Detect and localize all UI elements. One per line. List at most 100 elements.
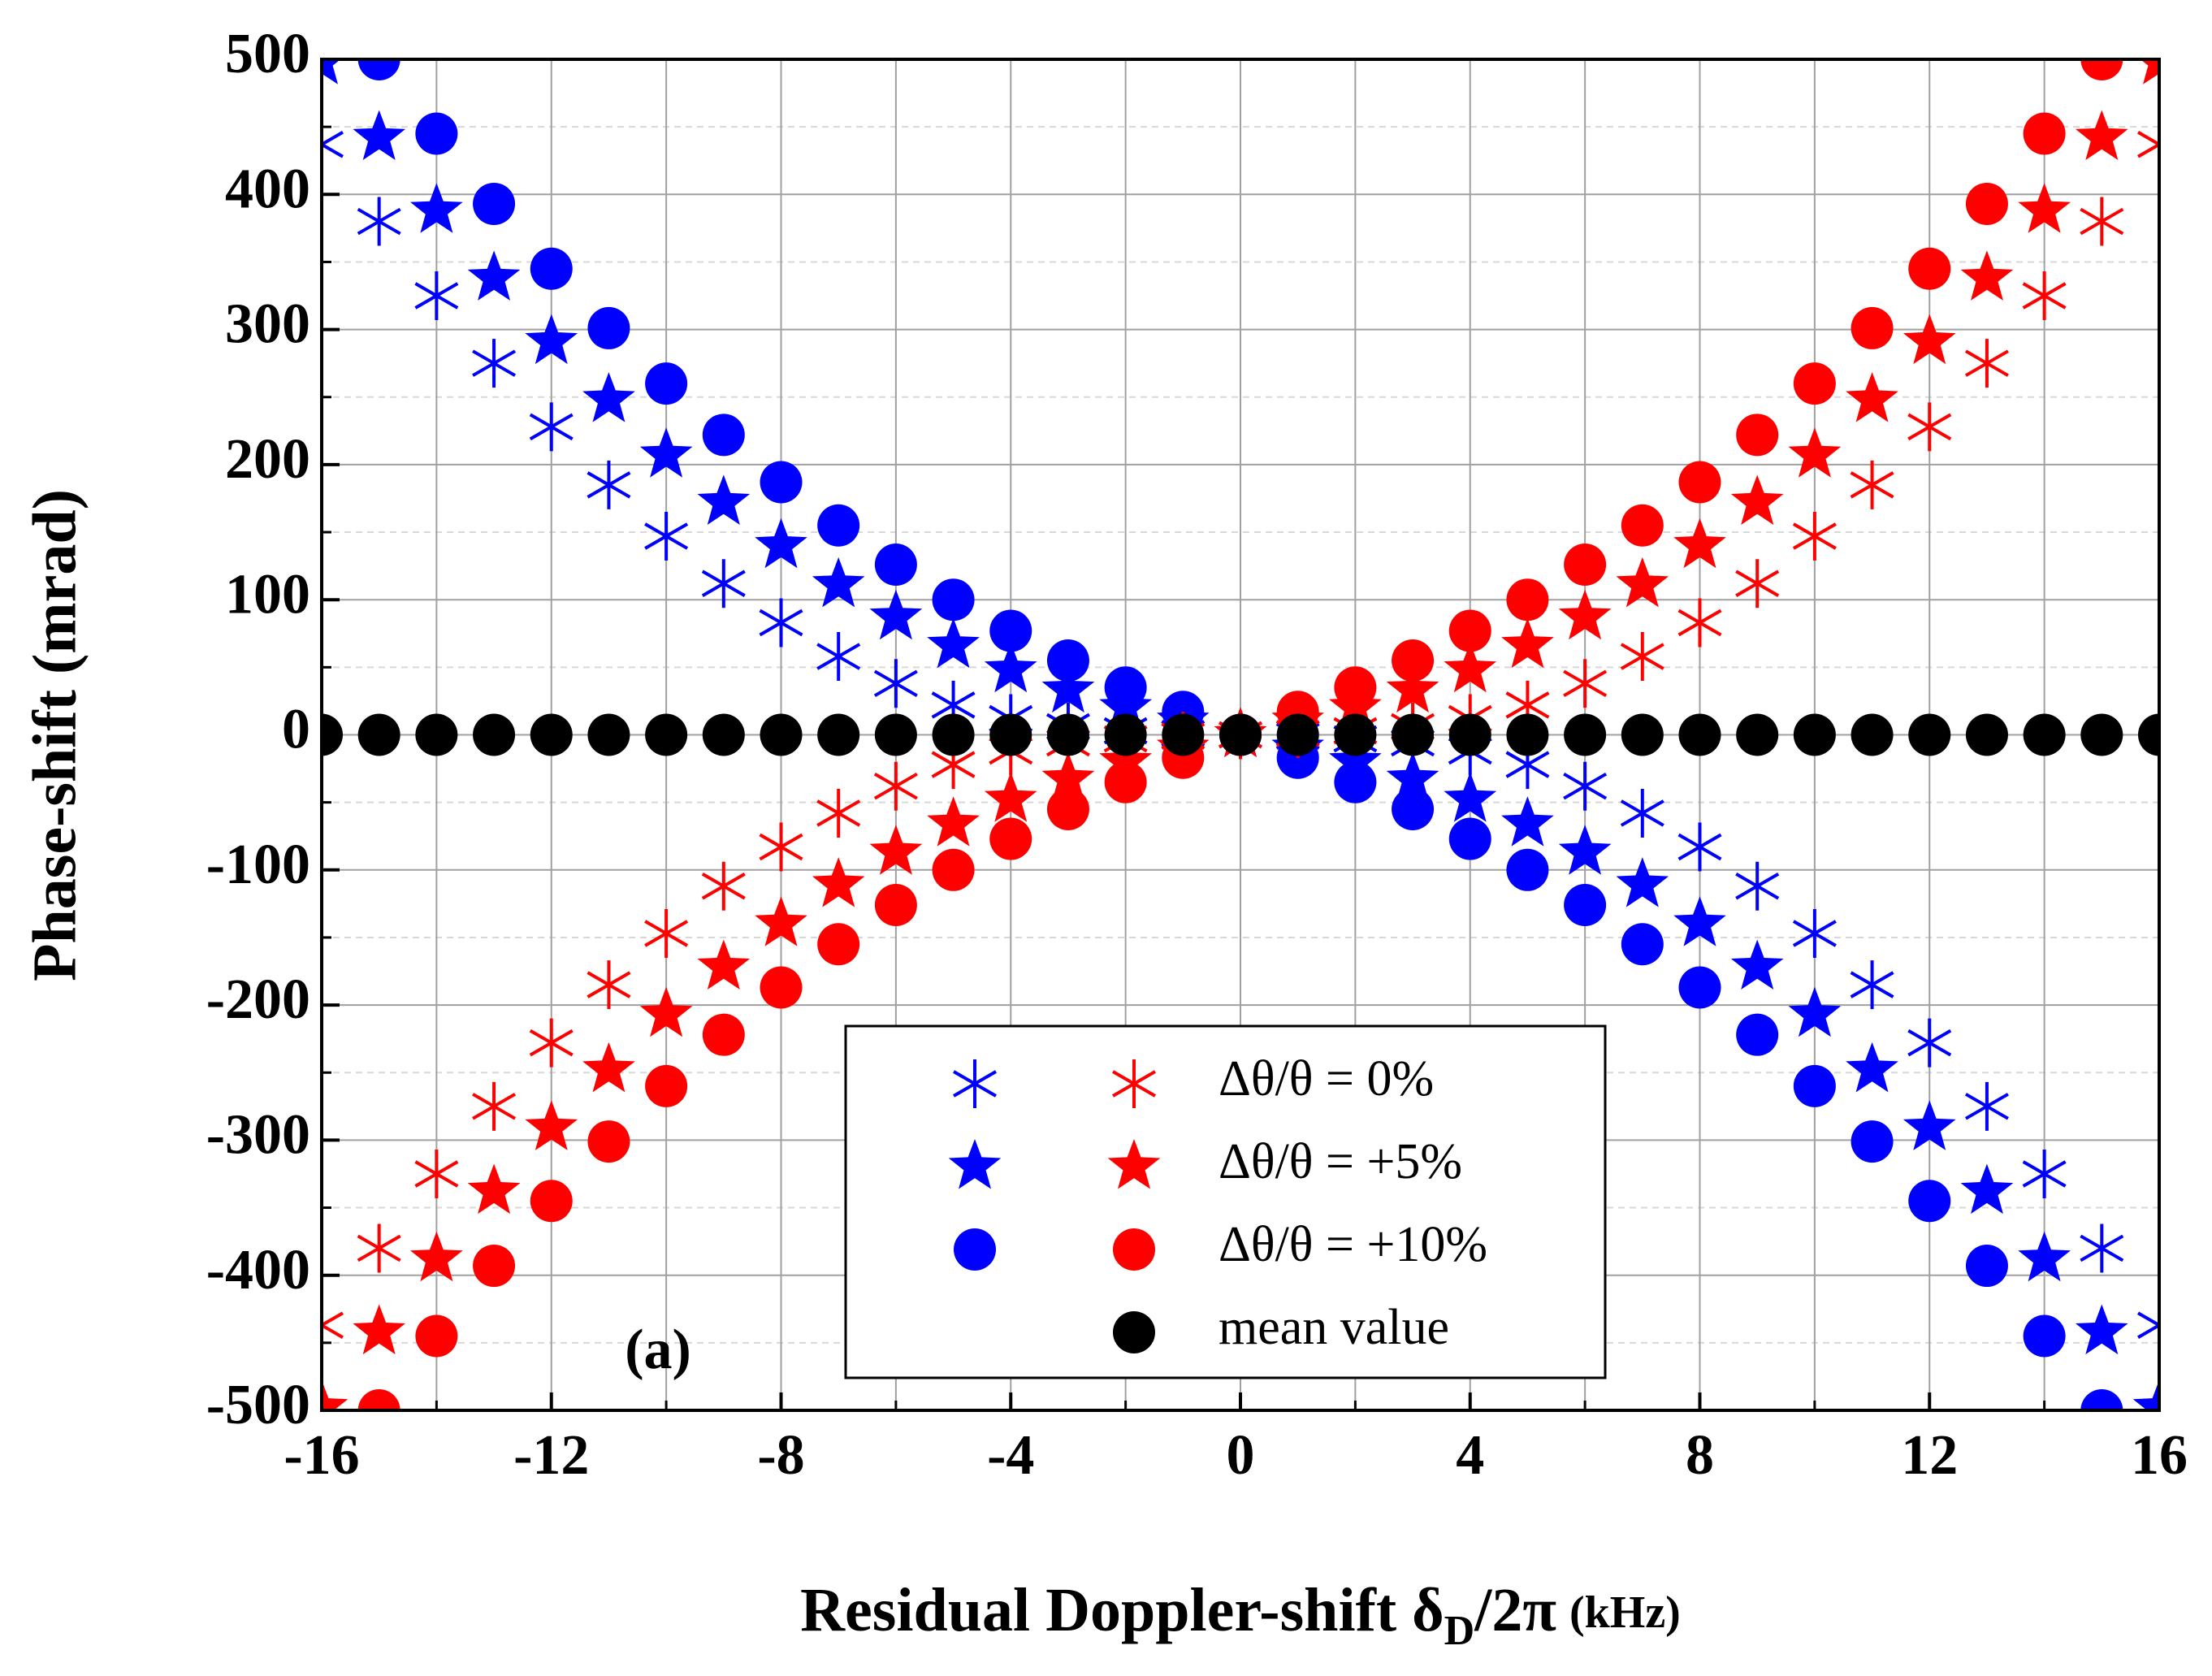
marker-star xyxy=(1041,662,1095,713)
marker-circle xyxy=(1334,760,1377,803)
marker-circle xyxy=(1678,966,1721,1009)
marker-circle xyxy=(1851,713,1894,756)
marker-circle xyxy=(1392,639,1435,682)
marker-circle xyxy=(989,609,1032,652)
marker-asterisk xyxy=(1907,402,1952,452)
marker-asterisk xyxy=(1850,460,1894,509)
marker-circle xyxy=(2080,1389,2123,1410)
marker-asterisk xyxy=(414,1149,459,1198)
marker-star xyxy=(1099,734,1152,785)
marker-circle xyxy=(1678,713,1721,756)
x-tick-label: -16 xyxy=(284,1424,359,1487)
marker-circle xyxy=(1334,666,1377,709)
marker-circle xyxy=(1448,713,1491,756)
marker-star xyxy=(2076,110,2128,160)
marker-asterisk xyxy=(1964,1081,2009,1131)
marker-circle xyxy=(1793,362,1836,405)
marker-asterisk xyxy=(414,271,459,321)
marker-star xyxy=(697,939,751,990)
y-tick-label: 300 xyxy=(225,293,310,356)
marker-asterisk xyxy=(873,659,918,708)
marker-asterisk xyxy=(587,960,631,1010)
marker-star xyxy=(1673,518,1726,569)
marker-asterisk xyxy=(1112,1059,1156,1108)
marker-star xyxy=(2140,59,2159,84)
marker-circle xyxy=(322,713,343,756)
legend-label: mean value xyxy=(1219,1300,1449,1355)
marker-circle xyxy=(473,713,516,756)
marker-circle xyxy=(357,1389,400,1410)
marker-star xyxy=(582,372,635,422)
marker-star xyxy=(869,825,923,875)
marker-star xyxy=(1444,642,1497,693)
marker-circle xyxy=(2023,1314,2066,1358)
marker-star xyxy=(1386,751,1439,802)
x-label-main: Residual Doppler-shift δ xyxy=(800,1576,1444,1644)
x-tick-label: 4 xyxy=(1456,1424,1484,1487)
marker-asterisk xyxy=(2022,1149,2067,1198)
marker-circle xyxy=(1793,713,1836,756)
marker-star xyxy=(1616,557,1669,608)
x-tick-label: 12 xyxy=(1901,1424,1958,1487)
marker-asterisk xyxy=(472,339,517,388)
marker-star xyxy=(869,589,923,640)
marker-star xyxy=(322,59,341,84)
marker-star xyxy=(1730,474,1784,525)
y-axis-label: Phase-shift (mrad) xyxy=(20,489,89,981)
plot-markers xyxy=(322,59,2159,1410)
marker-circle xyxy=(1046,787,1089,830)
marker-star xyxy=(1846,372,1898,422)
marker-circle xyxy=(587,1120,630,1163)
marker-asterisk xyxy=(2080,197,2124,246)
annotation: (a) xyxy=(625,1319,691,1381)
marker-asterisk xyxy=(953,1059,997,1108)
y-tick-label: -200 xyxy=(206,968,310,1031)
marker-circle xyxy=(760,713,803,756)
marker-asterisk xyxy=(1677,822,1722,872)
marker-star xyxy=(1960,1163,2014,1215)
marker-star xyxy=(1107,1139,1161,1189)
marker-star xyxy=(410,1231,463,1282)
marker-asterisk xyxy=(759,598,803,647)
x-tick-label: 8 xyxy=(1686,1424,1714,1487)
marker-asterisk xyxy=(644,512,689,561)
marker-circle xyxy=(1448,609,1491,652)
marker-circle xyxy=(1621,713,1664,756)
marker-star xyxy=(1616,857,1669,907)
marker-asterisk xyxy=(472,1081,517,1131)
marker-circle xyxy=(989,713,1032,756)
marker-star xyxy=(812,557,865,608)
marker-asterisk xyxy=(701,559,746,608)
x-tick-label: -8 xyxy=(757,1424,804,1487)
marker-circle xyxy=(415,112,458,155)
marker-star xyxy=(1444,772,1497,822)
marker-asterisk xyxy=(322,119,344,169)
marker-circle xyxy=(1621,923,1664,966)
marker-star xyxy=(639,986,693,1037)
marker-star xyxy=(2076,1304,2128,1355)
marker-star xyxy=(410,183,463,233)
marker-circle xyxy=(817,504,860,547)
marker-circle xyxy=(932,713,975,756)
y-tick-label: -500 xyxy=(206,1374,310,1436)
marker-circle xyxy=(2023,112,2066,155)
marker-circle xyxy=(1113,1228,1155,1271)
marker-asterisk xyxy=(816,632,861,682)
marker-asterisk xyxy=(873,761,918,811)
marker-circle xyxy=(954,1228,996,1271)
x-label-sub: D xyxy=(1444,1608,1475,1654)
marker-asterisk xyxy=(1735,861,1780,911)
marker-circle xyxy=(645,713,688,756)
marker-star xyxy=(755,518,807,569)
marker-circle xyxy=(357,713,400,756)
marker-circle xyxy=(1908,247,1951,290)
marker-circle xyxy=(817,713,860,756)
marker-circle xyxy=(1965,182,2008,225)
marker-circle xyxy=(1219,713,1262,756)
marker-circle xyxy=(874,884,917,927)
plot-frame xyxy=(320,58,2161,1412)
marker-asterisk xyxy=(816,788,861,838)
marker-circle xyxy=(2023,713,2066,756)
y-tick-label: -400 xyxy=(206,1239,310,1301)
marker-asterisk xyxy=(644,908,689,958)
